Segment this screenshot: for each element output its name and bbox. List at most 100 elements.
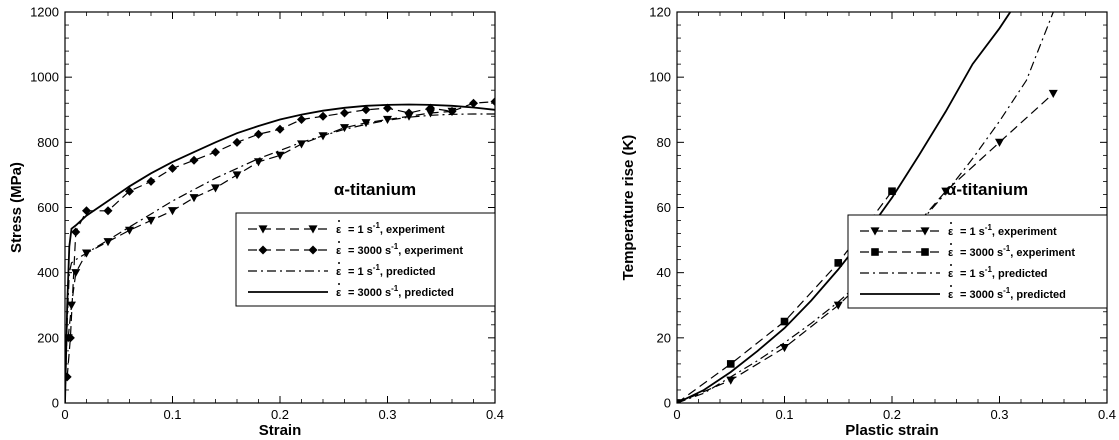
- legend-label-0: = 1 s-1, experiment: [348, 221, 445, 236]
- data-point-1: [103, 206, 113, 216]
- data-point-0: [340, 124, 349, 133]
- data-point-1: [65, 372, 72, 382]
- data-point-1: [71, 227, 81, 237]
- y-tick-label: 120: [649, 5, 671, 20]
- legend: ε = 1 s-1, experiment ε = 3000 s-1, experim…: [235, 212, 496, 307]
- data-point-0: [833, 301, 843, 310]
- legend-marker-0: [258, 225, 268, 234]
- x-tick-label: 0.4: [1098, 407, 1116, 422]
- data-point-1: [404, 108, 414, 118]
- data-point-0: [211, 184, 220, 193]
- legend-epsilon-dot-2: [338, 262, 340, 264]
- data-point-0: [254, 158, 263, 167]
- series-line-2: [65, 113, 495, 403]
- data-point-1: [469, 98, 478, 108]
- data-point-1: [168, 163, 177, 173]
- x-tick-label: 0: [673, 407, 680, 422]
- x-tick-label: 0.4: [486, 407, 504, 422]
- legend-epsilon-dot-0: [950, 222, 952, 224]
- data-point-0: [168, 207, 177, 216]
- data-point-0: [726, 376, 736, 385]
- legend-epsilon-0: ε: [336, 224, 342, 236]
- legend-marker-1: [921, 248, 929, 256]
- legend-epsilon-dot-2: [950, 264, 952, 266]
- data-point-1: [490, 97, 495, 107]
- x-axis-title: Strain: [259, 422, 302, 439]
- legend-marker-1: [258, 245, 268, 255]
- legend-epsilon-dot-3: [950, 285, 952, 287]
- y-tick-label: 400: [37, 265, 59, 280]
- x-tick-label: 0.2: [271, 407, 289, 422]
- data-point-0: [232, 171, 242, 180]
- y-tick-label: 40: [657, 265, 671, 280]
- data-point-1: [834, 259, 843, 267]
- data-point-1: [125, 186, 134, 196]
- legend-marker-1: [308, 245, 318, 255]
- x-tick-label: 0: [61, 407, 68, 422]
- data-point-1: [888, 187, 896, 196]
- plot-frame: [676, 11, 1108, 404]
- data-point-0: [426, 109, 435, 118]
- y-tick-label: 80: [657, 135, 671, 150]
- legend-marker-0: [870, 227, 880, 236]
- legend-epsilon-3: ε: [336, 287, 342, 299]
- data-point-1: [211, 147, 220, 157]
- legend-epsilon-dot-1: [338, 241, 340, 243]
- legend-epsilon-dot-1: [950, 243, 952, 245]
- legend-epsilon-2: ε: [336, 266, 342, 278]
- data-point-0: [995, 138, 1004, 147]
- y-tick-label: 0: [52, 396, 59, 411]
- legend-label-2: = 1 s-1, predicted: [348, 263, 436, 278]
- legend-epsilon-1: ε: [948, 247, 954, 259]
- legend-epsilon-dot-0: [338, 220, 340, 222]
- data-point-0: [275, 151, 285, 160]
- data-point-0: [361, 119, 371, 128]
- data-point-0: [189, 194, 199, 203]
- data-point-1: [254, 129, 263, 139]
- x-tick-label: 0.3: [990, 407, 1008, 422]
- series-line-3: [677, 12, 1012, 403]
- legend-epsilon-0: ε: [948, 226, 954, 238]
- data-point-1: [275, 124, 285, 134]
- legend-epsilon-1: ε: [336, 245, 342, 257]
- plot-frame: [64, 11, 496, 404]
- data-point-0: [125, 226, 134, 235]
- data-point-0: [71, 269, 81, 278]
- data-point-1: [297, 115, 306, 125]
- data-point-1: [232, 137, 242, 147]
- series-line-1: [66, 101, 495, 377]
- y-tick-label: 0: [664, 396, 671, 411]
- x-tick-label: 0.1: [163, 407, 181, 422]
- legend-label-1: = 3000 s-1, experiment: [348, 242, 463, 257]
- data-point-1: [146, 176, 156, 186]
- data-point-1: [65, 333, 75, 343]
- data-point-1: [780, 317, 789, 326]
- series-line-3: [65, 103, 495, 403]
- y-tick-label: 800: [37, 135, 59, 150]
- legend-epsilon-2: ε: [948, 268, 954, 280]
- series-line-2: [677, 12, 1054, 403]
- data-point-1: [318, 111, 328, 121]
- series-group: [65, 97, 495, 403]
- x-tick-label: 0.3: [378, 407, 396, 422]
- y-tick-label: 100: [649, 70, 671, 85]
- data-point-0: [297, 140, 306, 149]
- plot-title: α-titanium: [334, 180, 416, 199]
- data-point-1: [447, 106, 457, 116]
- legend-label-0: = 1 s-1, experiment: [960, 223, 1057, 238]
- y-tick-label: 200: [37, 330, 59, 345]
- legend-label-3: = 3000 s-1, predicted: [348, 284, 454, 299]
- x-tick-label: 0.2: [883, 407, 901, 422]
- legend-epsilon-dot-3: [338, 283, 340, 285]
- legend-marker-0: [308, 225, 318, 234]
- temperature-rise-panel: 0 0.1 0.2 0.3 0.4 0 20 40 60 80 100 120 Plastic stra…: [620, 5, 1116, 440]
- data-point-1: [340, 108, 349, 118]
- y-axis-title: Temperature rise (K): [620, 135, 637, 281]
- legend-marker-0: [920, 227, 930, 236]
- x-axis-title: Plastic strain: [845, 422, 938, 439]
- y-tick-label: 1000: [30, 70, 59, 85]
- series-group: [677, 12, 1058, 403]
- data-point-1: [726, 360, 735, 368]
